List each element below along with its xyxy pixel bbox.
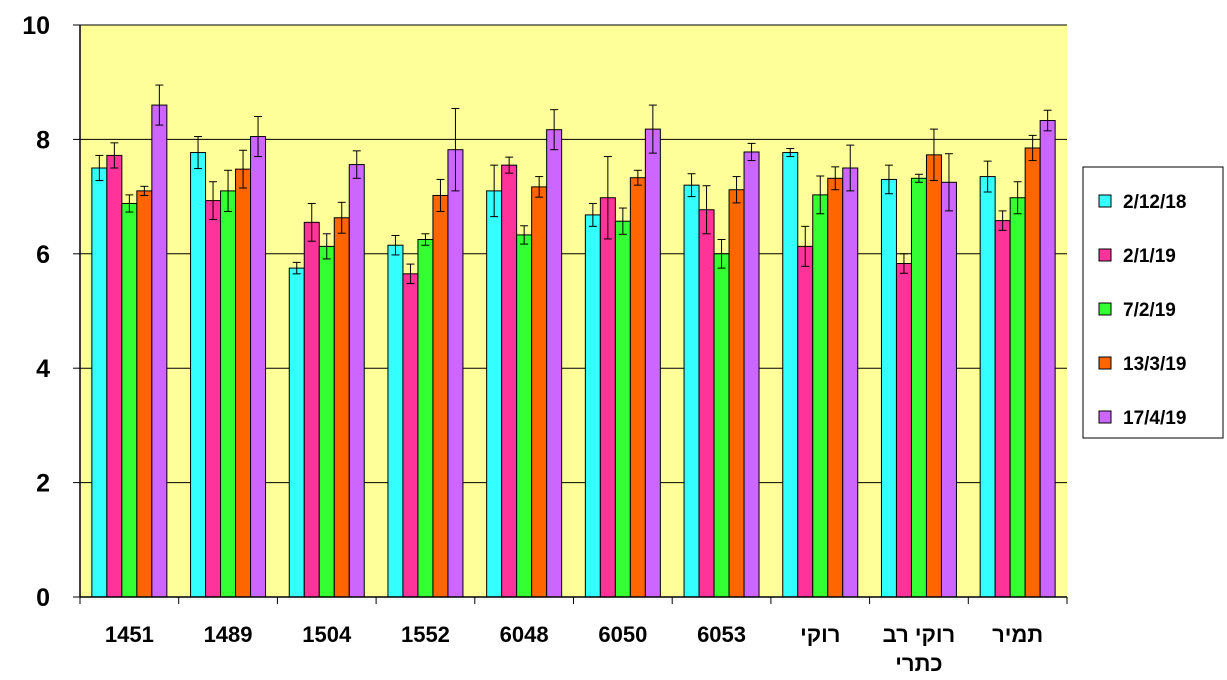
bar xyxy=(250,136,267,598)
bar xyxy=(486,190,503,598)
bar xyxy=(743,151,760,598)
bar xyxy=(205,200,222,598)
bar xyxy=(842,167,859,598)
legend-label: 7/2/19 xyxy=(1123,300,1176,321)
legend: 2/12/18 2/1/19 7/2/19 13/3/19 17/4/19 xyxy=(1082,166,1224,439)
bar xyxy=(402,273,419,598)
legend-label: 17/4/19 xyxy=(1123,408,1186,429)
bar xyxy=(644,128,661,598)
y-axis-ticks: 0 2 4 6 8 10 xyxy=(22,12,80,612)
x-tick-label: 6050 xyxy=(598,622,647,647)
x-tick-label: 1451 xyxy=(105,622,154,647)
bar xyxy=(136,190,153,598)
y-tick-label: 10 xyxy=(22,12,50,40)
bars xyxy=(91,104,1056,598)
axes xyxy=(79,25,1068,604)
bar xyxy=(827,177,844,598)
legend-label: 2/1/19 xyxy=(1123,246,1176,267)
bar xyxy=(683,184,700,598)
bar xyxy=(994,220,1011,598)
legend-swatch xyxy=(1098,248,1112,262)
x-tick-label: 1552 xyxy=(401,622,450,647)
bar xyxy=(546,129,563,598)
bar xyxy=(447,149,464,598)
bar xyxy=(387,244,404,598)
bar xyxy=(1009,197,1026,598)
y-tick-label: 8 xyxy=(36,126,50,154)
bar xyxy=(531,186,548,598)
y-tick-label: 2 xyxy=(36,470,50,498)
y-tick-label: 6 xyxy=(36,241,50,269)
y-tick-label: 4 xyxy=(36,355,50,383)
legend-label: 2/12/18 xyxy=(1123,192,1186,213)
bar xyxy=(151,104,168,598)
legend-label: 13/3/19 xyxy=(1123,354,1186,375)
bar xyxy=(797,245,814,598)
legend-swatch xyxy=(1098,356,1112,370)
bar xyxy=(940,181,957,598)
bar xyxy=(698,209,715,598)
x-tick-label: רוקי רב כתרי xyxy=(883,622,956,676)
x-axis-labels: 1451 1489 1504 1552 6048 6050 6053 רוקי רוקי רב כ… xyxy=(105,622,1043,676)
legend-swatch xyxy=(1098,302,1112,316)
bar xyxy=(303,221,320,598)
error-bars xyxy=(95,84,1052,285)
bar xyxy=(432,194,449,598)
bar xyxy=(782,152,799,598)
bar xyxy=(812,194,829,598)
bar xyxy=(516,234,533,598)
bar xyxy=(599,197,616,598)
bar xyxy=(1024,147,1041,598)
bar xyxy=(910,177,927,598)
bar xyxy=(895,263,912,598)
bar xyxy=(190,152,207,598)
bar xyxy=(614,220,631,598)
bar xyxy=(220,190,237,598)
x-tick-label: 6053 xyxy=(697,622,746,647)
y-tick-label: 0 xyxy=(36,584,50,612)
bar xyxy=(925,154,942,598)
x-tick-label: 6048 xyxy=(500,622,549,647)
x-tick-label: 1504 xyxy=(302,622,352,647)
x-tick-label: 1489 xyxy=(204,622,253,647)
bar xyxy=(713,253,730,598)
legend-box xyxy=(1082,166,1224,439)
bar xyxy=(417,239,434,598)
x-tick-label: תמיר xyxy=(992,622,1043,647)
bar xyxy=(288,267,305,598)
bar xyxy=(121,202,138,598)
bar xyxy=(106,154,123,598)
bar xyxy=(880,178,897,598)
bar xyxy=(318,245,335,598)
bar xyxy=(584,214,601,598)
bar xyxy=(348,164,365,598)
legend-swatch xyxy=(1098,410,1112,424)
bar xyxy=(629,177,646,598)
bar xyxy=(501,164,518,598)
bar xyxy=(979,176,996,598)
legend-swatch xyxy=(1098,194,1112,208)
x-tick-label: רוקי xyxy=(800,622,840,647)
bar xyxy=(728,189,745,598)
bar xyxy=(91,167,108,598)
bar xyxy=(235,168,252,598)
bar xyxy=(333,217,350,598)
bar xyxy=(1039,120,1056,598)
